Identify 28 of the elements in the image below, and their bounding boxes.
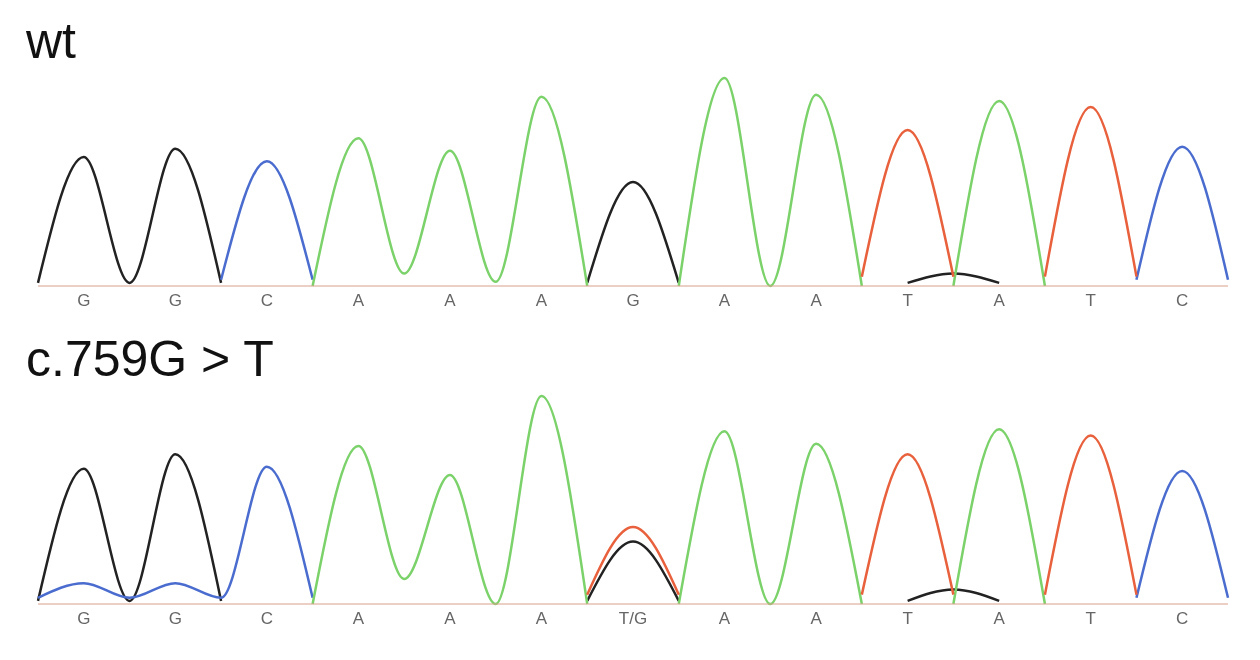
- x-tick-label: A: [993, 609, 1006, 629]
- chart-title: wt: [26, 12, 76, 70]
- x-tick-label: A: [352, 609, 365, 629]
- x-tick-label: A: [993, 291, 1006, 311]
- x-tick-label: T: [1085, 609, 1096, 629]
- x-tick-label: A: [718, 609, 731, 629]
- x-tick-label: T/G: [618, 609, 648, 629]
- x-tick-label: T: [902, 609, 913, 629]
- x-tick-label: C: [260, 291, 273, 311]
- x-tick-label: G: [626, 291, 640, 311]
- x-tick-label: A: [535, 609, 548, 629]
- x-tick-label: C: [1176, 291, 1189, 311]
- x-tick-label: A: [810, 291, 823, 311]
- chart-title: c.759G > T: [26, 330, 274, 388]
- x-tick-label: A: [444, 291, 457, 311]
- x-tick-label: C: [1176, 609, 1189, 629]
- x-tick-label: A: [444, 609, 457, 629]
- x-tick-label: A: [810, 609, 823, 629]
- x-tick-label: A: [718, 291, 731, 311]
- x-tick-label: G: [168, 291, 182, 311]
- x-tick-label: G: [77, 291, 91, 311]
- x-tick-label: C: [260, 609, 273, 629]
- x-tick-label: A: [535, 291, 548, 311]
- x-tick-label: G: [168, 609, 182, 629]
- x-tick-label: T: [902, 291, 913, 311]
- x-tick-label: G: [77, 609, 91, 629]
- x-tick-label: T: [1085, 291, 1096, 311]
- x-tick-label: A: [352, 291, 365, 311]
